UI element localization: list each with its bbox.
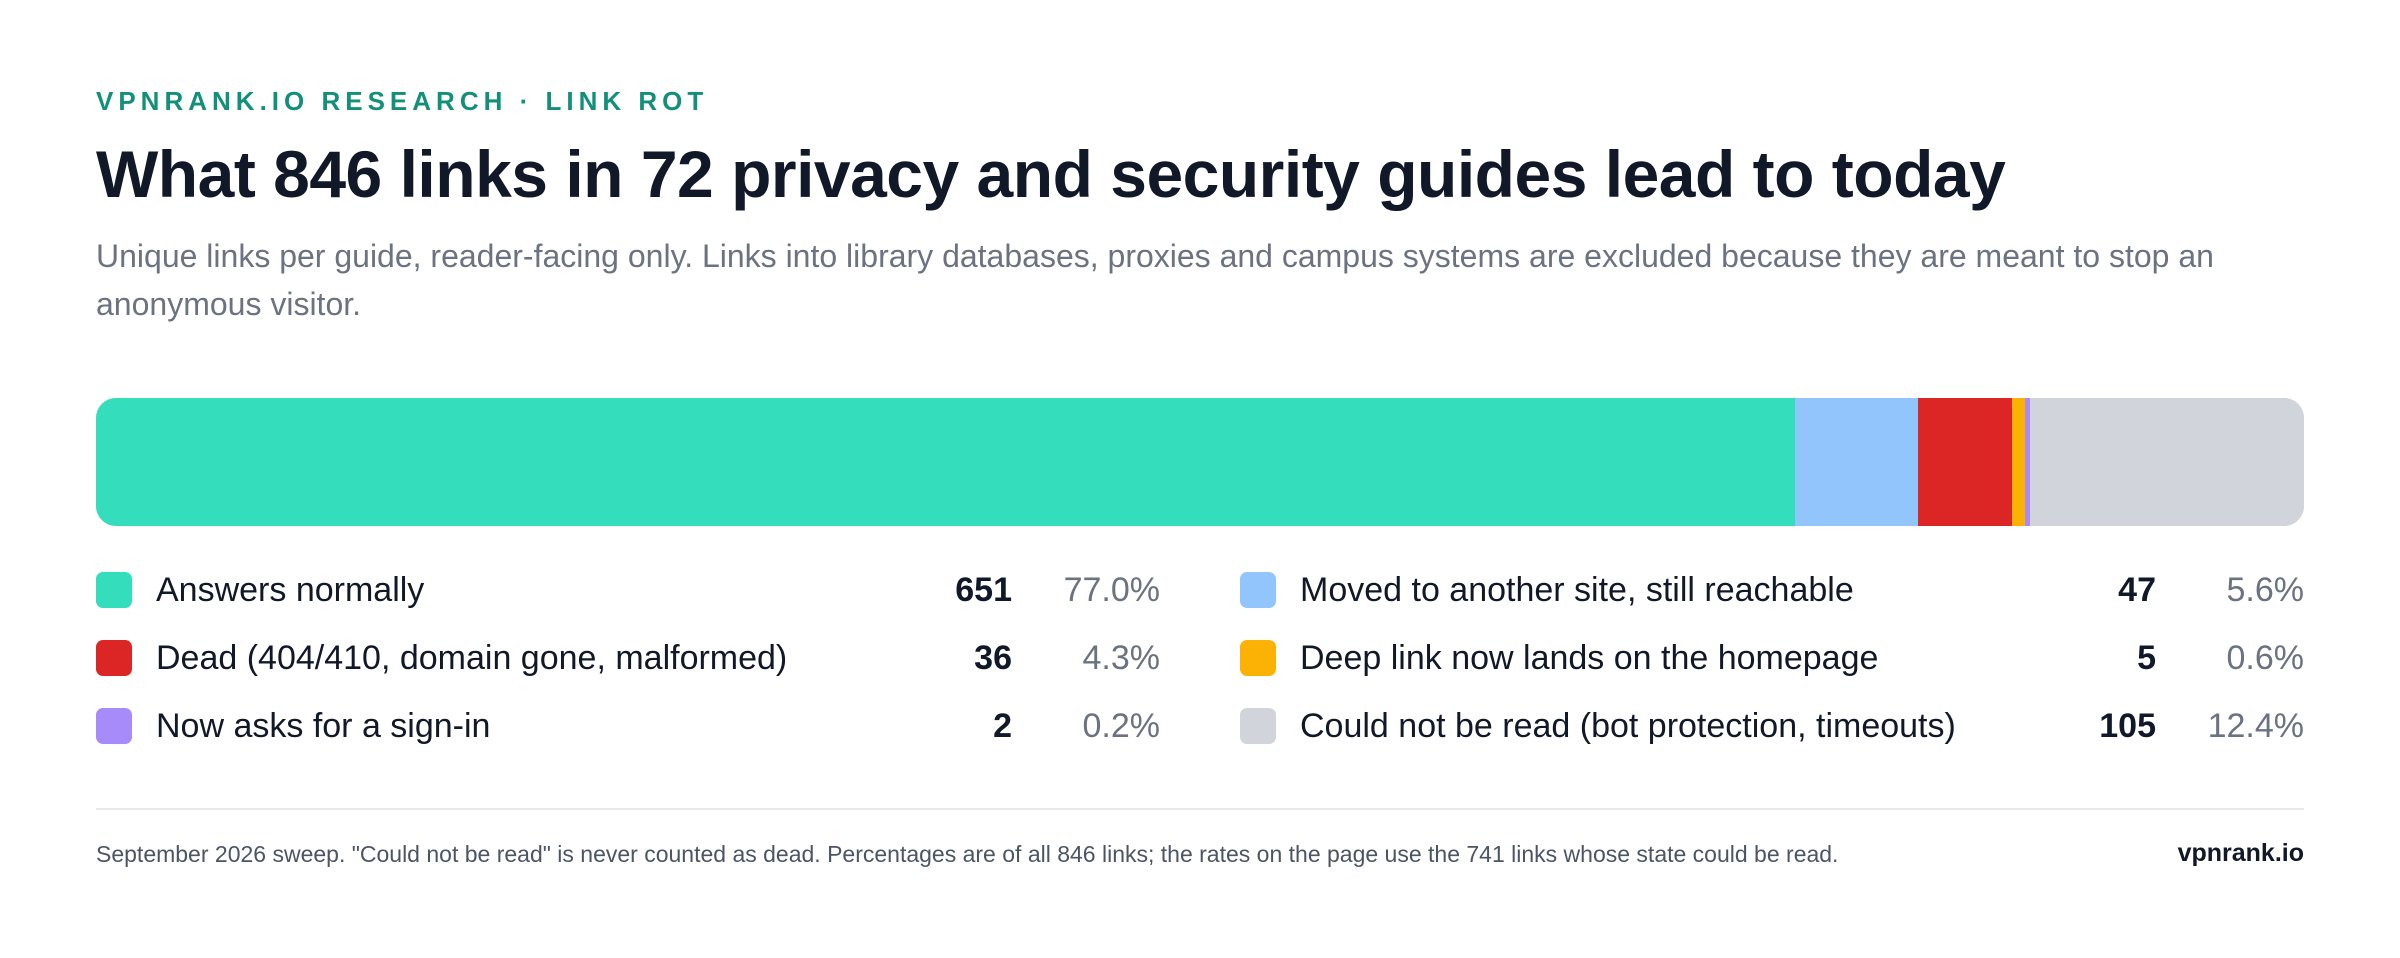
legend-item: Moved to another site, still reachable 47… bbox=[1240, 568, 2304, 612]
legend-swatch bbox=[96, 572, 132, 608]
legend-item: Now asks for a sign-in 2 0.2% bbox=[96, 704, 1160, 748]
legend-percent: 12.4% bbox=[2207, 707, 2304, 745]
legend-count: 5 bbox=[2137, 639, 2156, 677]
legend-swatch bbox=[1240, 640, 1276, 676]
bar-segment-3 bbox=[1918, 398, 2012, 526]
legend-count: 47 bbox=[2118, 571, 2156, 609]
chart-subtitle: Unique links per guide, reader-facing on… bbox=[96, 238, 2214, 322]
brand-label: vpnrank.io bbox=[2177, 839, 2304, 867]
chart-title: What 846 links in 72 privacy and securit… bbox=[96, 137, 2006, 211]
bar-segment-5 bbox=[2025, 398, 2030, 526]
legend-label: Deep link now lands on the homepage bbox=[1300, 639, 1879, 677]
legend-percent: 4.3% bbox=[1082, 639, 1161, 677]
legend-item: Answers normally 651 77.0% bbox=[96, 568, 1160, 612]
legend-swatch bbox=[96, 640, 132, 676]
legend-percent: 0.2% bbox=[1082, 707, 1161, 745]
bar-segment-1 bbox=[96, 398, 1795, 526]
legend-label: Answers normally bbox=[156, 571, 425, 609]
legend-item: Deep link now lands on the homepage 5 0.6% bbox=[1240, 636, 2304, 680]
legend-item: Dead (404/410, domain gone, malformed) 36… bbox=[96, 636, 1160, 680]
legend-label: Now asks for a sign-in bbox=[156, 707, 491, 745]
legend-label: Dead (404/410, domain gone, malformed) bbox=[156, 639, 788, 677]
legend-label: Could not be read (bot protection, timeo… bbox=[1300, 707, 1956, 745]
legend-label: Moved to another site, still reachable bbox=[1300, 571, 1854, 609]
footnote: September 2026 sweep. "Could not be read… bbox=[96, 841, 1839, 867]
legend-swatch bbox=[96, 708, 132, 744]
bar-segment-4 bbox=[2012, 398, 2025, 526]
legend-percent: 5.6% bbox=[2226, 571, 2305, 609]
divider bbox=[96, 808, 2304, 810]
legend-count: 36 bbox=[974, 639, 1012, 677]
legend-item: Could not be read (bot protection, timeo… bbox=[1240, 704, 2304, 748]
legend-swatch bbox=[1240, 572, 1276, 608]
legend-count: 2 bbox=[993, 707, 1012, 745]
legend-count: 651 bbox=[955, 571, 1012, 609]
bar-segment-6 bbox=[2030, 398, 2304, 526]
eyebrow-label: VPNRANK.IO RESEARCH · LINK ROT bbox=[96, 86, 709, 116]
legend-count: 105 bbox=[2099, 707, 2156, 745]
bar-segment-2 bbox=[1795, 398, 1918, 526]
legend-swatch bbox=[1240, 708, 1276, 744]
stacked-bar bbox=[96, 398, 2304, 526]
legend: Answers normally 651 77.0% Moved to another… bbox=[96, 568, 2304, 788]
legend-percent: 0.6% bbox=[2226, 639, 2305, 677]
legend-percent: 77.0% bbox=[1063, 571, 1160, 609]
